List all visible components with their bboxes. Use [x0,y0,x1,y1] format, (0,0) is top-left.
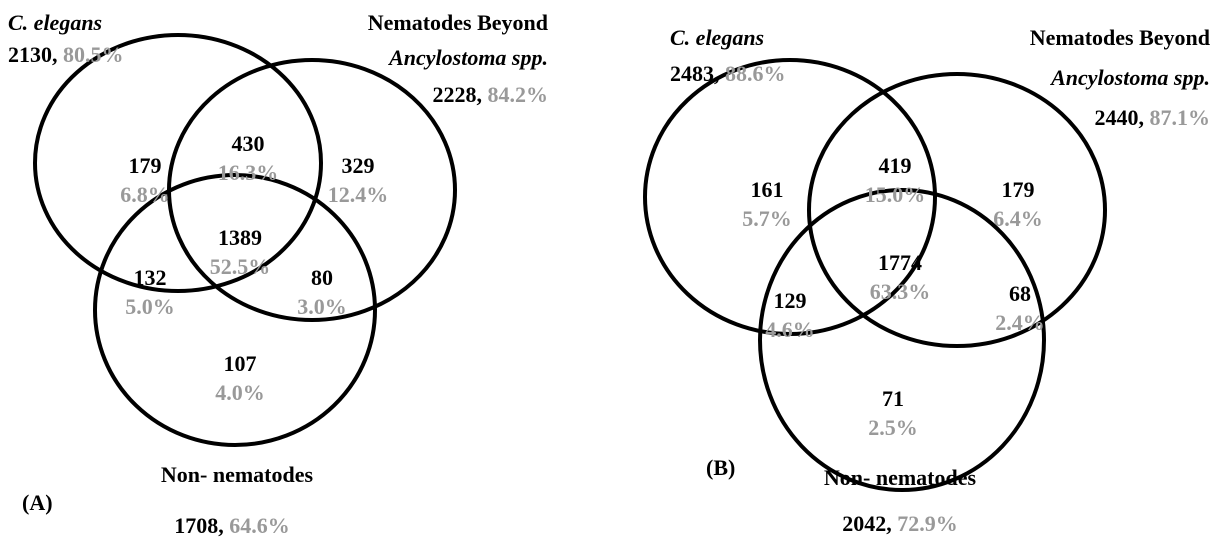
set-total-percent: 80.5% [63,42,124,67]
region-count: 1774 [878,250,922,275]
region-percent: 2.5% [868,415,918,440]
region-percent: 6.4% [993,206,1043,231]
set-name: C. elegans [8,10,102,35]
region-percent: 52.5% [210,254,271,279]
region-count: 1389 [218,225,262,250]
region-count: 129 [774,288,807,313]
set-total-percent: 72.9% [897,511,958,536]
set-total-percent: 84.2% [488,82,549,107]
set-name: Nematodes Beyond [1030,25,1210,50]
panel-label: (A) [22,490,53,515]
set-total: 2130, 80.5% [8,42,124,67]
panel-b-circles [643,58,1107,492]
set-total-count: 2130, [8,42,58,67]
region-percent: 16.3% [218,160,279,185]
set-total: 2228, 84.2% [433,82,549,107]
region-percent: 5.0% [125,294,175,319]
set-total: 2483, 88.6% [670,61,786,86]
set-total-percent: 64.6% [229,513,290,538]
region-count: 329 [342,153,375,178]
set-circle [643,58,937,336]
set-total-percent: 87.1% [1150,105,1211,130]
region-count: 161 [751,177,784,202]
set-total-count: 2228, [433,82,483,107]
region-percent: 5.7% [742,206,792,231]
region-count: 132 [134,265,167,290]
set-total: 2042, 72.9% [842,511,958,536]
set-total-count: 2042, [842,511,892,536]
set-circle [807,72,1107,348]
region-percent: 4.0% [215,380,265,405]
set-total-count: 2440, [1095,105,1145,130]
region-count: 179 [129,153,162,178]
region-count: 430 [232,131,265,156]
set-total: 1708, 64.6% [174,513,290,538]
region-count: 68 [1009,281,1031,306]
region-count: 71 [882,386,904,411]
set-circle [758,188,1046,492]
set-name: Nematodes Beyond [368,10,548,35]
region-percent: 15.0% [865,182,926,207]
set-name: Non- nematodes [161,462,314,487]
set-name: C. elegans [670,25,764,50]
region-count: 107 [224,351,257,376]
set-subname: Ancylostoma spp. [387,45,548,70]
region-percent: 6.8% [120,182,170,207]
set-subname: Ancylostoma spp. [1049,65,1210,90]
region-percent: 2.4% [995,310,1045,335]
region-percent: 63.3% [870,279,931,304]
panel-label: (B) [706,455,735,480]
set-total: 2440, 87.1% [1095,105,1211,130]
set-name: Non- nematodes [824,465,977,490]
panel-a-circles [33,33,457,447]
region-percent: 3.0% [297,294,347,319]
set-total-count: 1708, [174,513,224,538]
region-count: 80 [311,265,333,290]
region-count: 179 [1002,177,1035,202]
set-total-count: 2483, [670,61,720,86]
region-percent: 4.6% [765,317,815,342]
set-circle [93,173,377,447]
set-circle [33,33,323,293]
region-count: 419 [879,153,912,178]
region-percent: 12.4% [328,182,389,207]
set-total-percent: 88.6% [725,61,786,86]
